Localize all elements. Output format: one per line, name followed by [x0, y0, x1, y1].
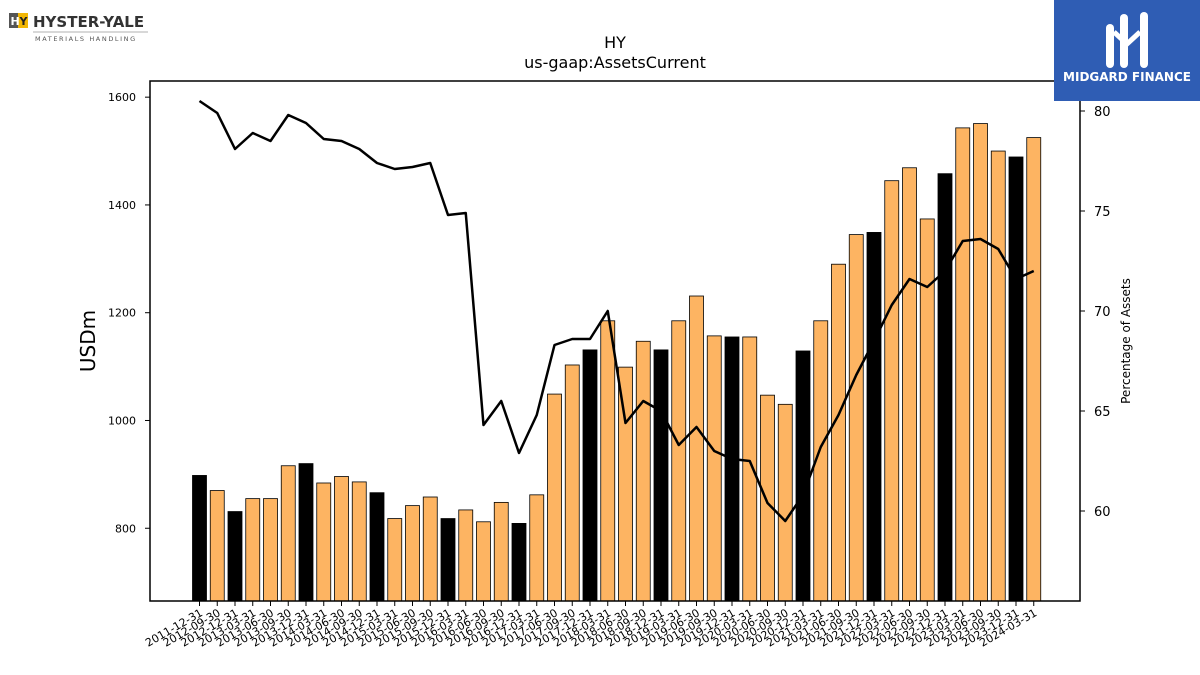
bar-2013-09-30: [316, 482, 332, 602]
bar-2019-06-30: [724, 336, 740, 602]
bar-2012-06-30: [227, 511, 243, 602]
bar-2013-06-30: [298, 463, 314, 602]
bar-2017-12-31: [618, 366, 633, 602]
bar-2021-06-30: [866, 232, 882, 602]
company-tagline: MATERIALS HANDLING: [35, 35, 137, 43]
plot-frame: [149, 80, 1081, 602]
svg-text:H: H: [11, 15, 20, 28]
bar-2017-06-30: [582, 349, 598, 602]
hyster-yale-logo: H Y HYSTER-YALE MATERIALS HANDLING: [8, 10, 158, 44]
partner-name: MIDGARD FINANCE: [1063, 70, 1191, 84]
bar-2015-03-31: [422, 496, 438, 602]
bar-2022-12-31: [973, 123, 988, 602]
midgard-monogram-icon: [1106, 12, 1148, 68]
bar-2023-03-31: [990, 150, 1006, 602]
y-tick-label: 800: [115, 522, 136, 535]
bar-2014-12-31: [405, 505, 420, 602]
bar-2015-12-31: [476, 521, 491, 602]
y-axis-left: 800 1000 1200 1400 1600: [108, 91, 150, 535]
x-axis: 2011-12-312012-09-302012-12-312013-03-31…: [143, 601, 1039, 650]
bar-2021-09-30: [884, 180, 900, 602]
bar-2016-12-31: [547, 393, 562, 602]
y2-tick-label: 75: [1094, 205, 1111, 220]
bar-2014-09-30: [387, 518, 403, 602]
bar-2016-06-30: [511, 523, 527, 602]
bar-2019-09-30: [742, 336, 758, 602]
bar-2019-03-31: [706, 335, 722, 602]
bars-layer: [192, 123, 1042, 602]
percentage-line: [198, 99, 1035, 523]
bar-2015-06-30: [440, 518, 456, 602]
svg-text:Y: Y: [19, 15, 29, 28]
bar-2011-12-31: [192, 475, 207, 602]
y-tick-label: 1200: [108, 307, 136, 320]
bar-2023-09-30: [1026, 137, 1042, 602]
y-axis-label: USDm: [76, 310, 100, 372]
bar-2022-09-30: [955, 127, 971, 602]
bar-2020-06-30: [795, 350, 811, 602]
bar-2017-09-30: [600, 320, 616, 602]
bar-2015-09-30: [458, 509, 474, 602]
bar-2014-06-30: [369, 492, 385, 602]
bar-2020-12-31: [831, 263, 846, 602]
bar-2021-12-31: [902, 167, 917, 602]
bar-2017-03-31: [564, 364, 580, 602]
bar-2021-03-31: [848, 234, 864, 602]
bar-2016-09-30: [529, 494, 545, 602]
chart-subtitle: us-gaap:AssetsCurrent: [524, 53, 706, 72]
bar-2019-12-31: [760, 394, 775, 602]
y-tick-label: 1000: [108, 414, 136, 427]
y2-tick-label: 65: [1094, 405, 1111, 420]
y-tick-label: 1400: [108, 199, 136, 212]
bar-2022-06-30: [937, 173, 953, 602]
bar-2018-03-31: [635, 340, 651, 602]
bar-2012-09-30: [245, 498, 261, 602]
chart-title: HY: [604, 33, 626, 52]
y2-tick-label: 60: [1094, 505, 1111, 520]
bar-2018-09-30: [671, 320, 687, 602]
bar-2018-06-30: [653, 349, 669, 602]
bar-2023-06-30: [1008, 156, 1024, 602]
midgard-finance-logo: MIDGARD FINANCE: [1054, 0, 1200, 101]
bar-2012-03-31: [209, 490, 225, 602]
line-layer: [198, 99, 1035, 523]
bar-2018-12-31: [689, 295, 704, 602]
bar-2014-03-31: [351, 481, 367, 602]
bar-2020-03-31: [777, 403, 793, 602]
y2-tick-label: 70: [1094, 305, 1111, 320]
y2-tick-label: 80: [1094, 105, 1111, 120]
company-name: HYSTER-YALE: [33, 13, 144, 31]
bar-2022-03-31: [919, 218, 935, 602]
hy-monogram-icon: H Y: [9, 13, 29, 28]
bar-2016-03-31: [493, 501, 509, 602]
y-axis-right: 60 65 70 75 80: [1080, 105, 1111, 520]
y-tick-label: 1600: [108, 91, 136, 104]
bar-2013-03-31: [280, 465, 296, 602]
y2-axis-label: Percentage of Assets: [1119, 278, 1133, 404]
bar-2012-12-31: [263, 498, 278, 602]
bar-2013-12-31: [334, 476, 349, 602]
